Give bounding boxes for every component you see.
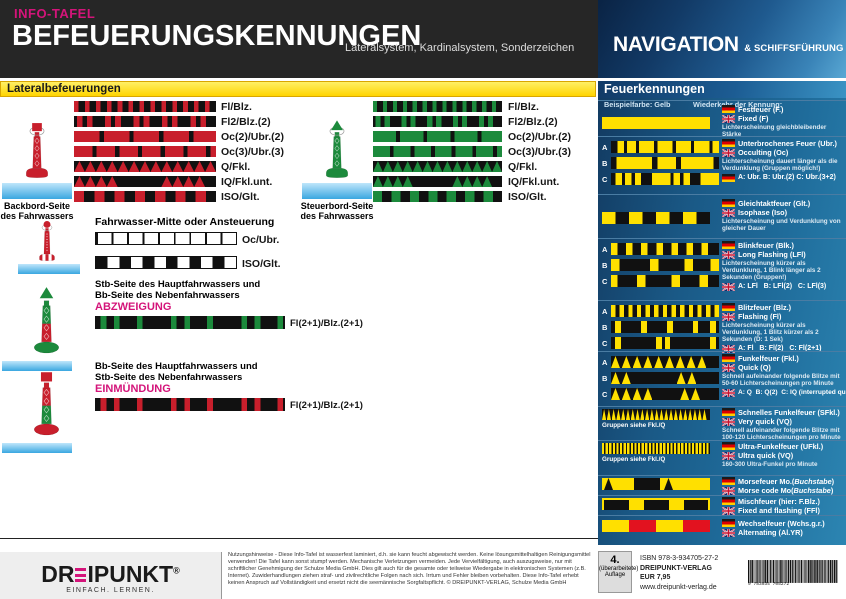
svg-text:9 783934 705272: 9 783934 705272 bbox=[748, 581, 789, 587]
